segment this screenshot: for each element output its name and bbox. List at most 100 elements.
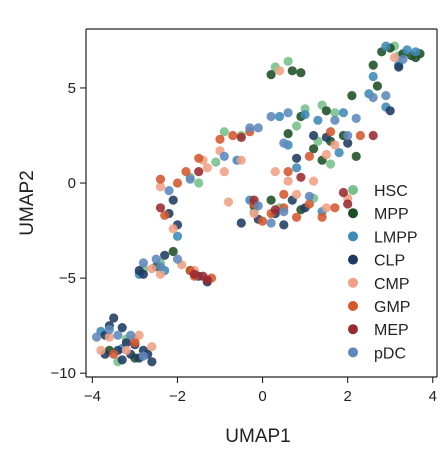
point-pdc-24 — [279, 207, 289, 217]
point-gmp-16 — [330, 203, 340, 213]
point-gmp-21 — [355, 130, 365, 141]
point-mpp-8 — [287, 66, 297, 76]
point-cmp-2 — [121, 345, 131, 355]
point-lmpp-0 — [402, 45, 412, 55]
point-mpp-11 — [347, 91, 357, 101]
point-hsc-13 — [326, 159, 336, 169]
point-pdc-9 — [185, 174, 195, 184]
point-clp-31 — [343, 138, 353, 148]
point-cmp-24 — [321, 203, 331, 213]
point-mpp-7 — [372, 81, 382, 91]
point-pdc-4 — [138, 351, 148, 361]
legend-marker-lmpp — [348, 231, 358, 242]
point-clp-12 — [147, 357, 157, 367]
point-pdc-0 — [92, 332, 102, 342]
point-gmp-5 — [215, 134, 225, 144]
point-clp-10 — [117, 355, 127, 365]
point-clp-25 — [279, 220, 289, 230]
point-gmp-22 — [130, 338, 140, 348]
point-mpp-12 — [321, 106, 331, 116]
point-lmpp-8 — [313, 115, 323, 125]
legend-label-lmpp: LMPP — [374, 229, 418, 246]
legend-marker-cmp — [348, 277, 358, 288]
point-hsc-6 — [330, 108, 340, 118]
point-pdc-20 — [368, 92, 378, 103]
point-mpp-19 — [351, 151, 361, 161]
point-mep-1 — [202, 275, 212, 285]
legend-marker-hsc — [348, 185, 358, 195]
point-gmp-2 — [160, 210, 170, 220]
point-lmpp-10 — [275, 111, 285, 122]
legend-label-hsc: HSC — [374, 183, 408, 200]
legend-label-cmp: CMP — [374, 276, 410, 293]
point-pdc-10 — [164, 186, 174, 196]
x-tick-label-1: −2 — [169, 388, 186, 405]
point-lmpp-2 — [411, 47, 421, 57]
point-pdc-16 — [283, 108, 293, 118]
point-lmpp-12 — [292, 163, 302, 173]
point-mpp-20 — [168, 246, 178, 257]
point-mep-11 — [194, 167, 204, 177]
x-tick-label-3: 2 — [343, 388, 351, 405]
point-lmpp-4 — [368, 71, 378, 82]
point-hsc-21 — [219, 127, 229, 137]
legend-label-gmp: GMP — [374, 299, 410, 316]
point-pdc-6 — [151, 254, 161, 264]
point-cmp-20 — [275, 66, 285, 76]
point-hsc-7 — [292, 121, 302, 131]
point-cmp-10 — [168, 224, 178, 234]
point-gmp-25 — [258, 216, 268, 226]
point-mep-5 — [368, 130, 378, 141]
point-pdc-7 — [155, 262, 166, 272]
point-cmp-0 — [96, 345, 106, 355]
point-gmp-4 — [194, 153, 204, 163]
point-clp-15 — [138, 269, 148, 279]
legend: HSC MPP LMPP CLP CMP GMP MEP pDC — [348, 183, 418, 362]
point-gmp-0 — [155, 174, 166, 184]
x-tick-label-0: −4 — [84, 388, 101, 405]
point-cmp-6 — [155, 269, 166, 279]
point-clp-16 — [160, 250, 170, 260]
point-cmp-4 — [134, 330, 144, 340]
axes-layer: −4 −2 0 2 4 −10 −5 0 5 — [51, 28, 438, 405]
point-pdc-14 — [266, 111, 276, 122]
point-clp-22 — [236, 218, 246, 228]
point-pdc-25 — [266, 218, 276, 228]
point-pdc-2 — [113, 330, 123, 340]
point-gmp-19 — [304, 151, 314, 161]
point-cmp-18 — [283, 176, 293, 186]
point-cmp-27 — [249, 208, 259, 219]
point-pdc-18 — [343, 130, 353, 141]
point-pdc-11 — [219, 151, 229, 161]
legend-marker-pdc — [348, 347, 358, 358]
point-cmp-17 — [270, 167, 280, 177]
point-mep-9 — [270, 205, 280, 215]
point-clp-32 — [385, 106, 395, 116]
point-mpp-6 — [368, 60, 378, 70]
legend-label-mep: MEP — [374, 322, 409, 339]
point-gmp-20 — [326, 127, 336, 137]
point-pdc-23 — [304, 191, 314, 201]
point-cmp-15 — [236, 155, 246, 165]
point-clp-4 — [121, 338, 131, 348]
point-mep-4 — [343, 199, 353, 209]
point-clp-19 — [168, 195, 178, 205]
point-mpp-17 — [309, 144, 319, 154]
point-pdc-13 — [253, 123, 263, 133]
point-cmp-5 — [147, 342, 157, 352]
legend-marker-clp — [348, 254, 358, 265]
point-pdc-17 — [330, 115, 340, 125]
point-pdc-1 — [104, 324, 114, 335]
point-lmpp-13 — [334, 148, 344, 158]
point-gmp-13 — [279, 189, 289, 199]
point-mpp-10 — [266, 70, 276, 80]
point-pdc-26 — [253, 201, 263, 211]
point-mpp-14 — [283, 129, 293, 139]
point-hsc-11 — [194, 178, 204, 188]
point-gmp-14 — [304, 199, 314, 209]
point-mep-7 — [236, 132, 246, 142]
point-pdc-21 — [381, 91, 391, 101]
y-tick-label-1: −5 — [59, 270, 76, 287]
point-pdc-22 — [398, 54, 408, 64]
point-clp-0 — [109, 313, 119, 323]
